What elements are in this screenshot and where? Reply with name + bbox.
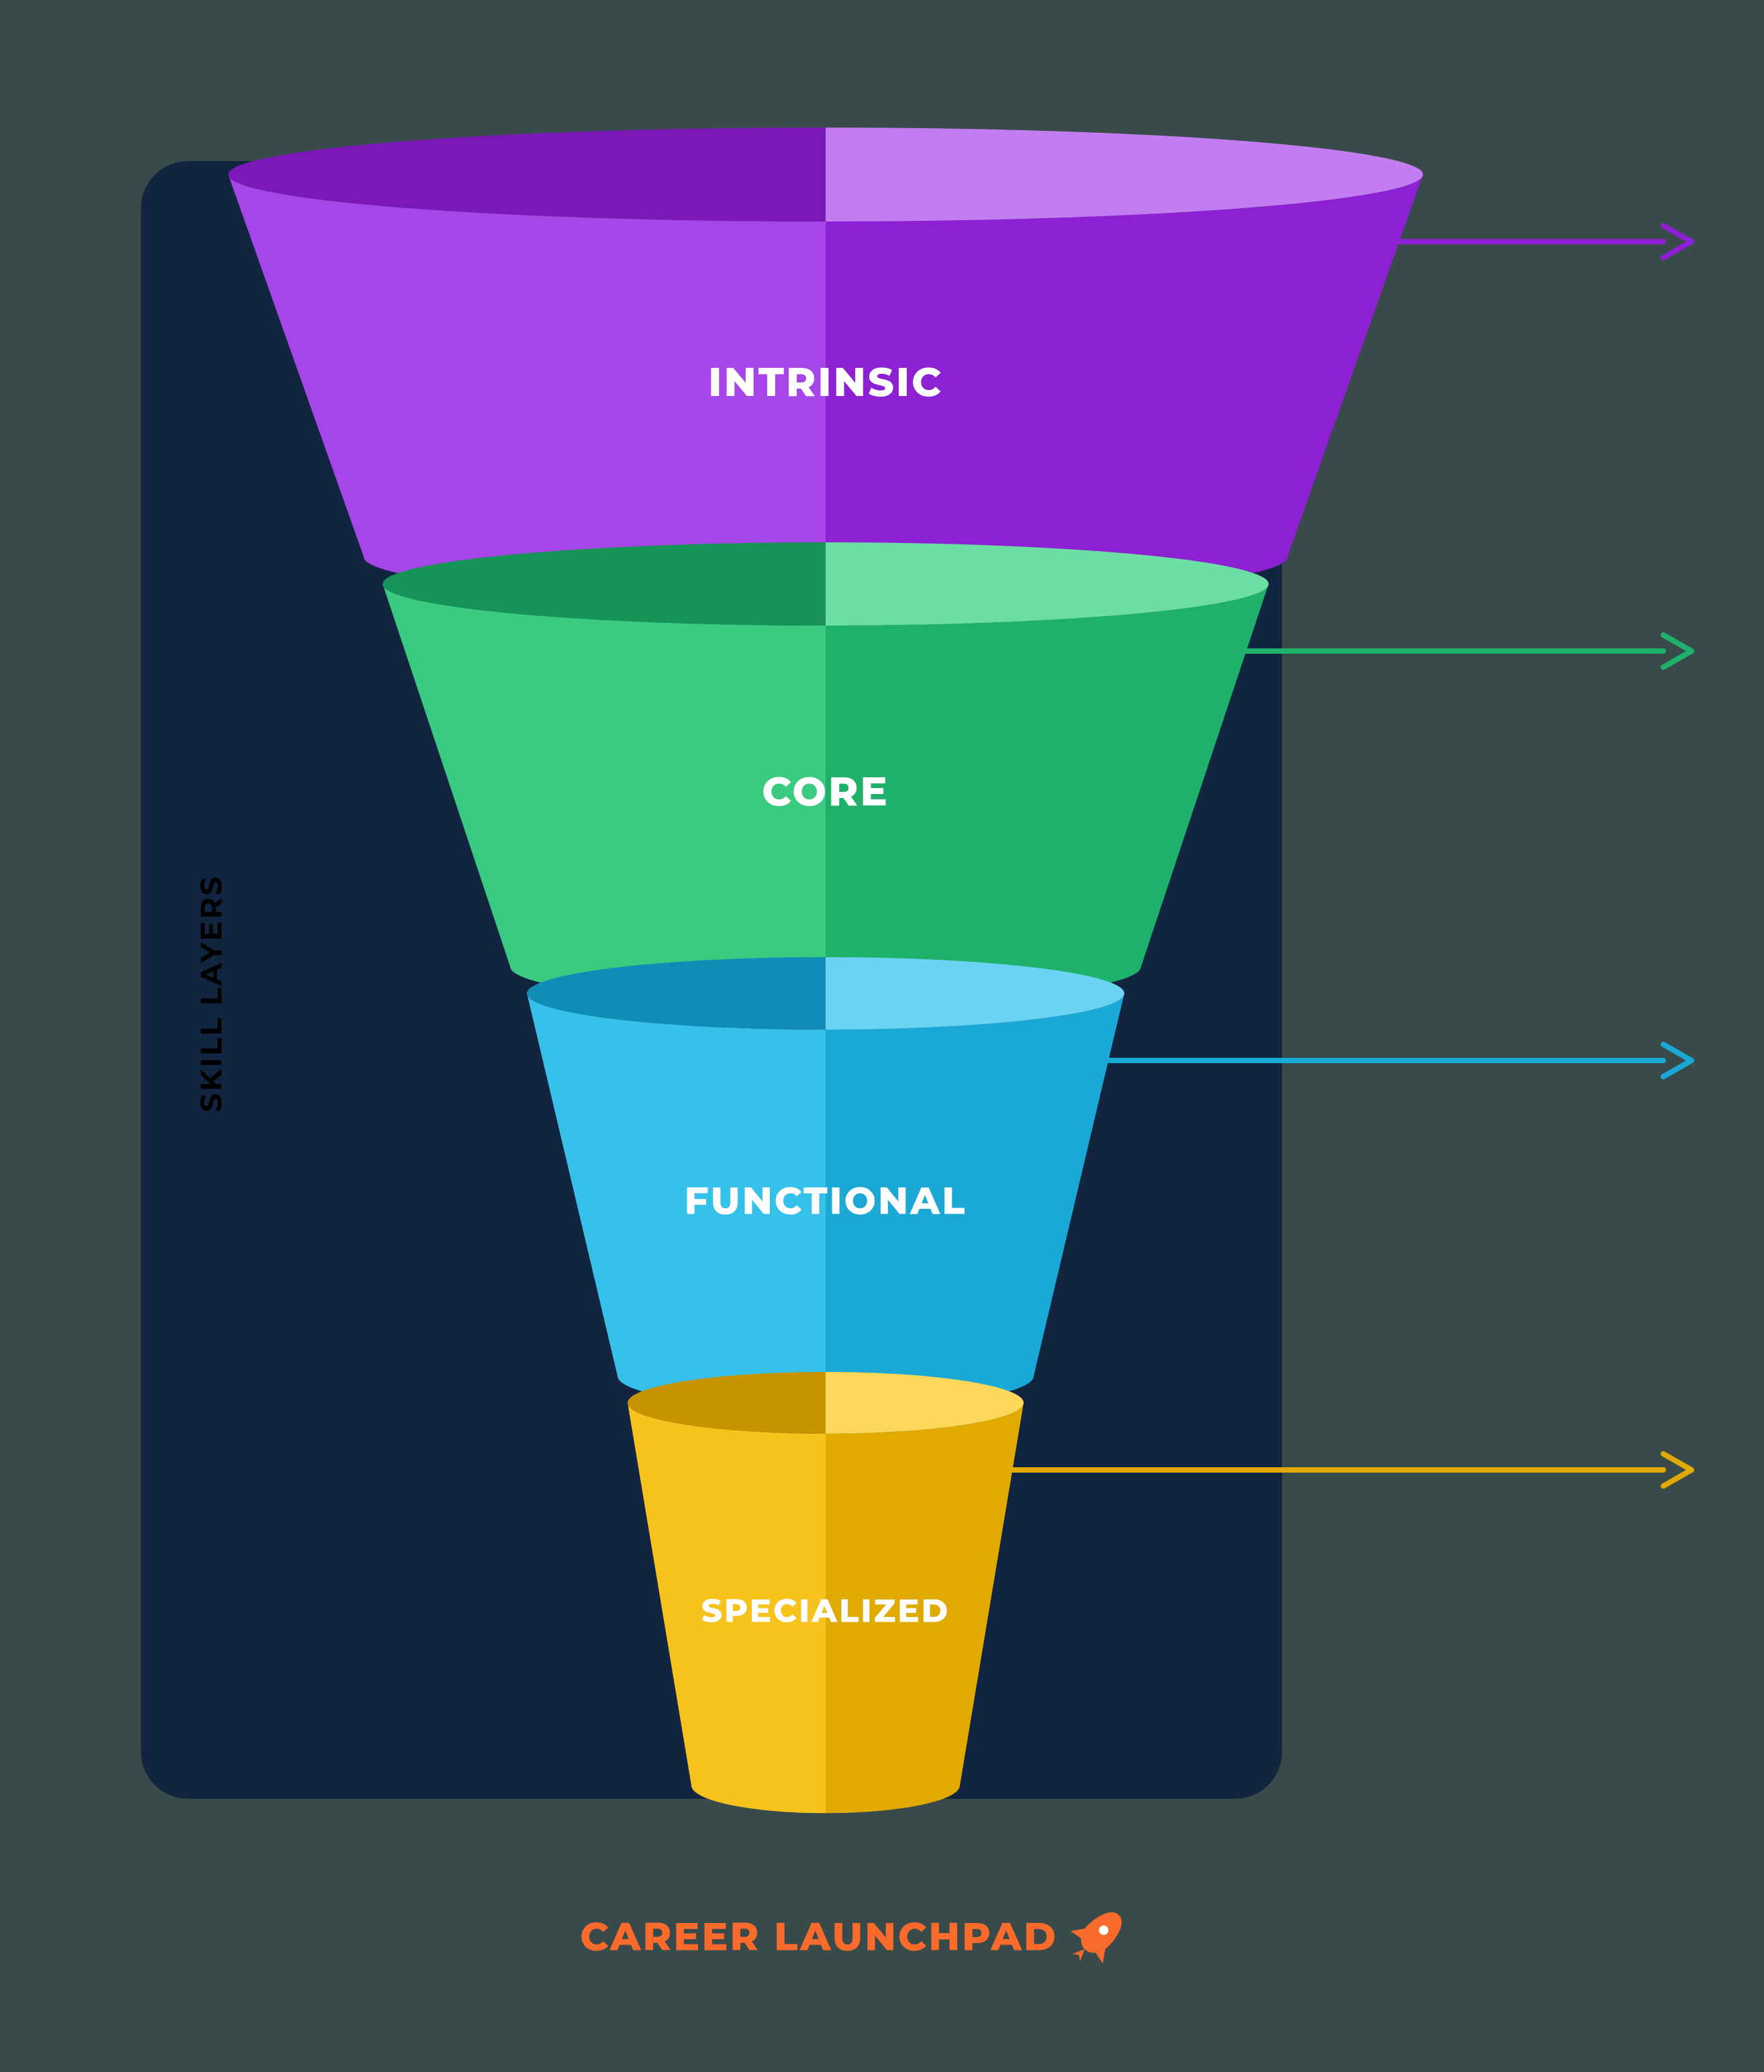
funnel-segment-3: SPECIALIZED bbox=[628, 1372, 1024, 1813]
footer-label: CAREER LAUNCHPAD bbox=[580, 1913, 1057, 1961]
funnel-segment-1: CORE bbox=[383, 542, 1269, 1004]
segment-label-2: FUNCTIONAL bbox=[685, 1179, 967, 1224]
segment-label-0: INTRINSIC bbox=[708, 358, 943, 407]
funnel-segment-0: INTRINSIC bbox=[228, 128, 1423, 599]
side-label: SKILL LAYERS bbox=[193, 875, 230, 1112]
funnel-segment-2: FUNCTIONAL bbox=[527, 957, 1124, 1409]
segment-label-3: SPECIALIZED bbox=[701, 1592, 950, 1631]
segment-label-1: CORE bbox=[762, 767, 889, 816]
